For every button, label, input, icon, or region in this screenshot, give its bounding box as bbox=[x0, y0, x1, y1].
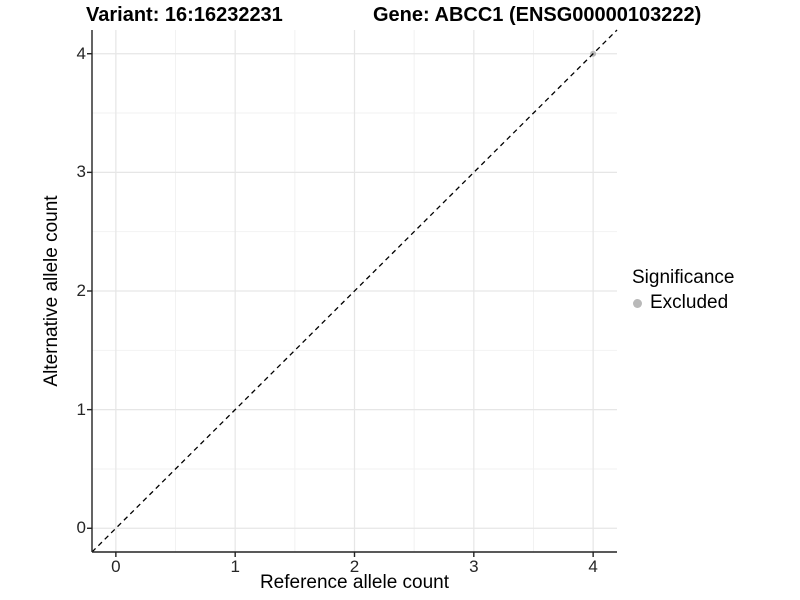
x-axis-title: Reference allele count bbox=[259, 572, 450, 593]
legend-title: Significance bbox=[632, 267, 735, 288]
legend: Significance Excluded bbox=[632, 267, 734, 314]
excluded-point-icon bbox=[633, 298, 642, 308]
y-axis-title: Alternative allele count bbox=[41, 195, 62, 387]
x-tick-label: 1 bbox=[230, 557, 240, 576]
legend-item-excluded: Excluded bbox=[632, 292, 734, 314]
y-tick-label: 4 bbox=[76, 43, 86, 63]
gene-title: Gene: ABCC1 (ENSG00000103222) bbox=[373, 4, 702, 26]
y-tick-label: 3 bbox=[76, 162, 86, 182]
identity-reference-line bbox=[91, 29, 618, 553]
x-tick-label: 0 bbox=[111, 557, 121, 576]
legend-item-label: Excluded bbox=[650, 292, 729, 313]
variant-title: Variant: 16:16232231 bbox=[86, 4, 283, 26]
y-tick-label: 1 bbox=[76, 399, 86, 419]
x-tick-label: 4 bbox=[588, 557, 598, 576]
y-tick-label: 2 bbox=[76, 281, 86, 300]
x-tick-label: 3 bbox=[469, 557, 479, 576]
x-tick-label: 2 bbox=[349, 557, 360, 576]
y-tick-label: 0 bbox=[76, 518, 86, 538]
